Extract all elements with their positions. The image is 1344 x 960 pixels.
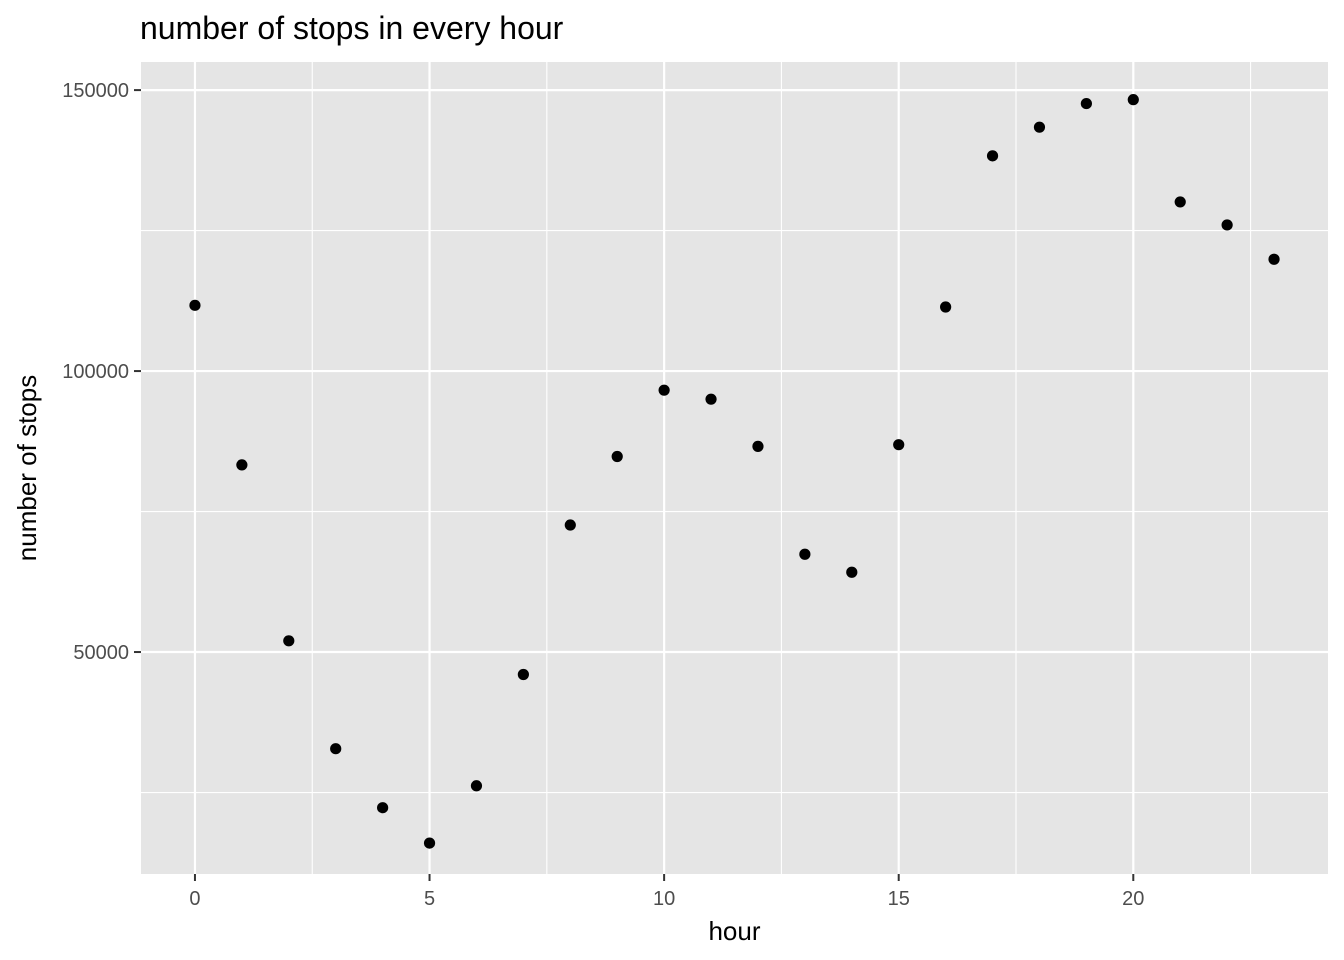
data-point xyxy=(236,459,248,471)
x-tick-label: 10 xyxy=(653,888,675,910)
data-point xyxy=(1221,219,1233,231)
data-point xyxy=(846,566,858,578)
data-point xyxy=(1268,253,1280,265)
data-point xyxy=(283,635,295,647)
data-point xyxy=(799,548,811,560)
data-point xyxy=(330,743,342,755)
y-tick-label: 50000 xyxy=(73,642,129,664)
data-point xyxy=(1127,94,1139,106)
plot-panel xyxy=(141,62,1328,874)
y-tick-label: 100000 xyxy=(62,361,129,383)
x-tick-label: 15 xyxy=(888,888,910,910)
data-point xyxy=(986,150,999,162)
y-tick-label: 150000 xyxy=(62,80,129,102)
data-point xyxy=(564,519,576,531)
data-point xyxy=(1033,121,1046,133)
x-tick-label: 5 xyxy=(424,888,435,910)
data-point xyxy=(377,802,389,814)
data-point xyxy=(705,393,717,405)
data-point xyxy=(940,301,952,313)
data-point xyxy=(423,837,436,849)
y-axis-title: number of stops xyxy=(12,375,42,561)
data-point xyxy=(893,439,905,451)
points-layer xyxy=(189,94,1280,849)
x-tick-label: 0 xyxy=(189,888,200,910)
data-point xyxy=(189,299,201,311)
data-point xyxy=(752,440,764,452)
data-point xyxy=(1080,97,1092,110)
chart-title: number of stops in every hour xyxy=(140,10,564,46)
data-point xyxy=(470,780,483,792)
data-point xyxy=(1174,196,1186,208)
data-point xyxy=(517,668,529,681)
x-axis-title: hour xyxy=(708,916,760,946)
tick-layer: 0 5 10 15 20 50000 100000 150000 xyxy=(62,80,1144,910)
data-point xyxy=(611,450,623,463)
grid-layer xyxy=(141,62,1328,874)
data-point xyxy=(658,384,670,396)
x-tick-label: 20 xyxy=(1122,888,1144,910)
